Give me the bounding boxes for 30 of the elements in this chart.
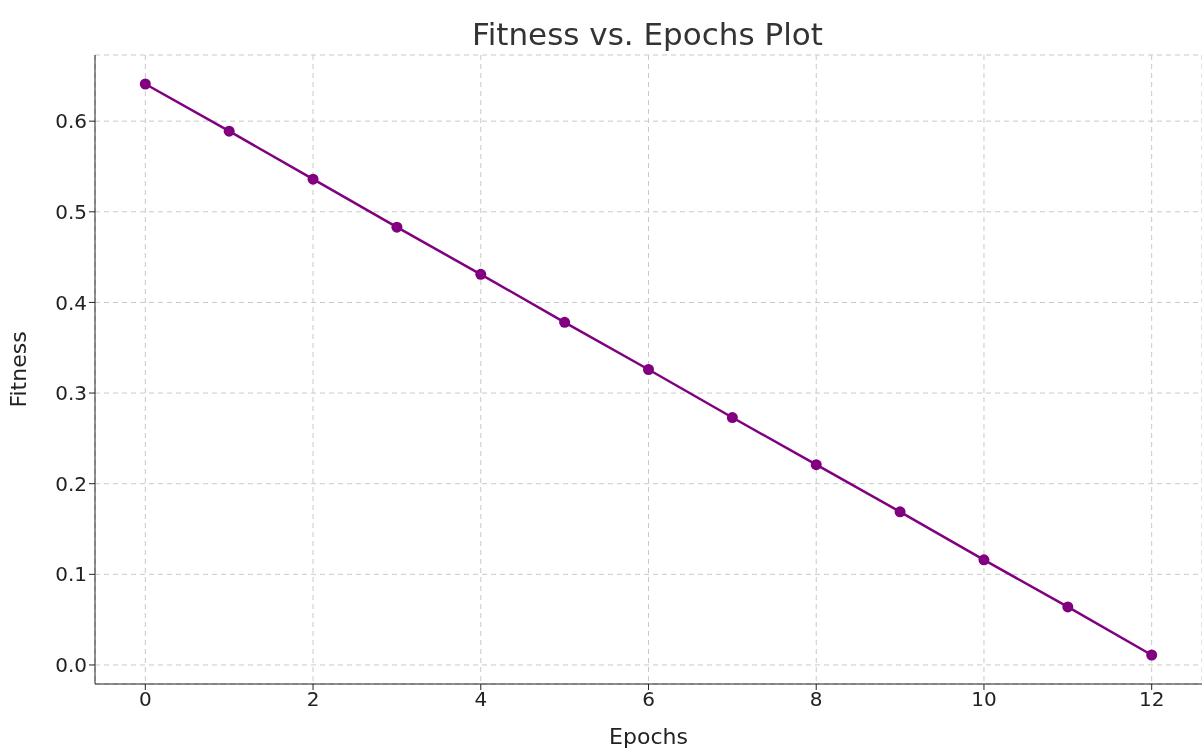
y-tick-label: 0.1 [55,562,87,587]
x-axis-title: Epochs [609,724,688,749]
y-tick-label: 0.4 [55,290,87,315]
y-tick-label: 0.2 [55,471,87,496]
y-tick-label: 0.6 [55,109,87,134]
point [643,364,654,375]
y-tick-label: 0.0 [55,653,87,678]
x-tick-label: 8 [809,687,823,712]
x-tick-label: 2 [306,687,320,712]
y-tick-label: 0.3 [55,381,87,406]
point [307,173,319,185]
point [810,459,822,471]
point [894,506,906,518]
point [978,554,990,566]
point [559,316,571,328]
chart-title: Fitness vs. Epochs Plot [471,16,824,52]
x-tick-label: 10 [971,687,997,712]
point [139,78,151,90]
point [1062,601,1074,613]
point [391,221,403,233]
point [475,268,487,280]
x-tick-label: 6 [642,687,655,712]
x-tick-label: 0 [138,687,152,712]
y-axis-title: Fitness [5,331,31,408]
x-tick-label: 4 [474,687,488,712]
point [223,125,235,137]
point [726,412,738,424]
x-tick-label: 12 [1138,687,1165,712]
y-tick-label: 0.5 [55,199,87,224]
point [1146,649,1158,661]
